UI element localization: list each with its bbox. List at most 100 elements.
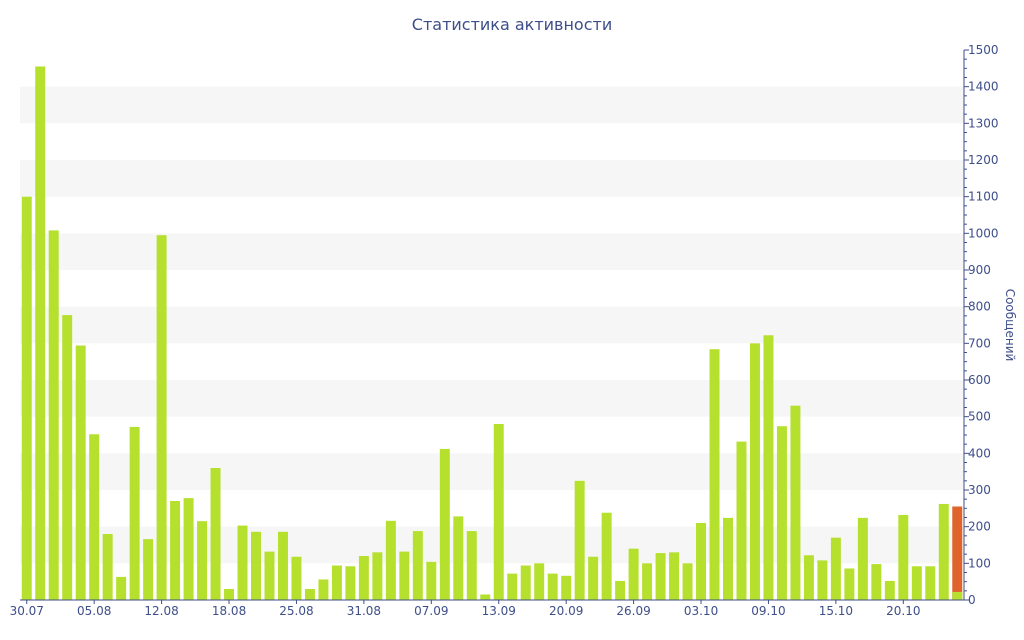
y-tick-label: 1200 [968,153,999,167]
bar [345,566,356,600]
bar [696,523,707,600]
bar [237,525,248,600]
bar [399,551,410,600]
x-axis: 30.07 05.08 12.08 18.08 25.08 31.08 07.09 13.09… [10,599,964,618]
bar [102,534,113,600]
bar-segment [952,591,963,600]
x-tick-label: 13.09 [482,604,516,618]
bar [21,196,32,600]
bar [763,335,774,600]
y-tick-label: 700 [968,336,991,350]
bar [129,426,140,600]
bar [938,503,949,600]
x-tick-label: 15.10 [819,604,853,618]
grid-band [20,306,964,344]
bar [615,580,626,600]
x-tick-label: 31.08 [347,604,381,618]
bar [520,565,531,600]
bar [857,517,868,600]
chart-title: Статистика активности [411,15,613,34]
bar [830,537,841,600]
y-tick-label: 100 [968,556,991,570]
y-tick-label: 1300 [968,116,999,130]
bar [642,563,653,600]
bar [817,560,828,600]
bar [709,349,720,600]
grid-band [20,160,964,197]
bar [439,448,450,600]
bar [682,563,693,600]
bar [507,573,518,600]
bar [803,555,814,600]
bar [412,531,423,600]
bar [62,315,73,600]
y-tick-label: 300 [968,483,991,497]
bar [480,594,491,600]
y-tick-label: 1500 [968,43,999,57]
bar [749,343,760,600]
grid-band [20,233,964,270]
bar [776,426,787,600]
bar [574,480,585,600]
bar [304,589,315,600]
bar [723,517,733,600]
x-tick-label: 26.09 [616,604,650,618]
x-tick-label: 20.10 [886,604,920,618]
bar [372,552,383,600]
bar [264,551,275,600]
bar [75,345,86,600]
bar [143,539,154,600]
x-tick-label: 18.08 [212,604,246,618]
bar [35,66,46,600]
y-tick-label: 500 [968,410,991,424]
bar [183,498,194,600]
bar [844,568,855,600]
bar [426,561,437,600]
bar [601,512,612,600]
bar [331,565,342,600]
x-tick-label: 07.09 [414,604,448,618]
x-tick-label: 09.10 [751,604,785,618]
grid-band [20,453,964,490]
x-tick-label: 03.10 [684,604,718,618]
bar [89,434,100,600]
y-tick-label: 800 [968,300,991,314]
bar [385,520,396,600]
bar [628,548,639,600]
bar [561,575,572,600]
x-tick-label: 30.07 [10,604,44,618]
bar [898,514,909,600]
bar [911,566,922,600]
y-tick-label: 0 [968,593,976,607]
bar [466,531,477,600]
grid-band [20,380,964,417]
y-tick-label: 1100 [968,190,999,204]
y-tick-label: 600 [968,373,991,387]
x-tick-label: 12.08 [144,604,178,618]
bar [156,235,167,600]
bar [277,531,288,600]
bar [952,506,963,600]
bar [197,521,208,600]
grid-bands [20,86,964,564]
bar [547,573,558,600]
bar [210,468,221,600]
x-tick-label: 25.08 [279,604,313,618]
bar [48,230,59,600]
y-tick-label: 400 [968,446,991,460]
grid-band [20,86,964,124]
bar [736,441,747,600]
bar [493,424,504,600]
bar [251,531,261,600]
bar [925,566,936,600]
bar-series [21,66,963,600]
bar [534,563,545,600]
y-tick-label: 200 [968,520,991,534]
x-tick-label: 20.09 [549,604,583,618]
bar [318,579,329,600]
y-tick-label: 900 [968,263,991,277]
bar [588,556,599,600]
bar [358,556,369,600]
bar [655,553,666,600]
